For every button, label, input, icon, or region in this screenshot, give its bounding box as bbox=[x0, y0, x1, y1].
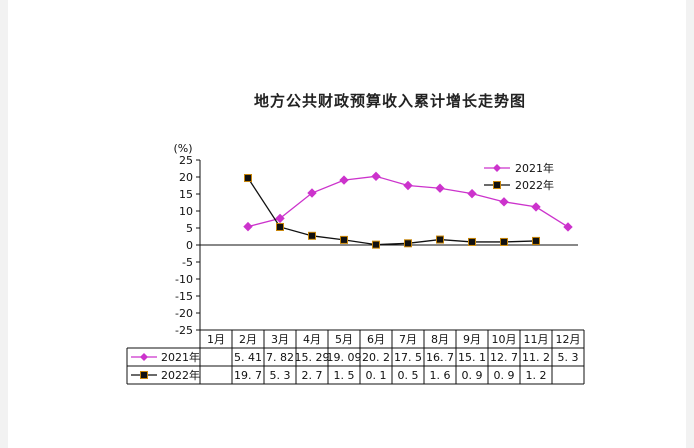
y-tick-label: 25 bbox=[179, 154, 193, 167]
series-2021-value-label: 11. 2 bbox=[522, 351, 550, 364]
series-2021-value-label: 5. 3 bbox=[558, 351, 579, 364]
x-category-label: 8月 bbox=[431, 333, 449, 346]
series-2022-point bbox=[404, 239, 412, 248]
series-2021-point bbox=[435, 183, 445, 193]
series-2021-point bbox=[275, 213, 285, 224]
series-2021-legend-label: 2021年 bbox=[515, 161, 554, 175]
x-category-label: 9月 bbox=[463, 333, 481, 346]
series-2021-value-label: 12. 7 bbox=[490, 351, 518, 364]
series-2022-legend-label: 2022年 bbox=[515, 178, 554, 192]
chart-title: 地方公共财政预算收入累计增长走势图 bbox=[254, 92, 526, 110]
series-2022-line bbox=[247, 177, 537, 246]
series-2021-point bbox=[307, 188, 317, 198]
series-2021-value-label: 16. 7 bbox=[426, 351, 454, 364]
y-tick-label: -25 bbox=[175, 324, 193, 337]
series-2021-point bbox=[563, 222, 573, 232]
x-category-label: 11月 bbox=[524, 333, 549, 346]
series-2021-value-label: 15. 29 bbox=[295, 351, 330, 364]
y-tick-label: 5 bbox=[186, 222, 193, 235]
series-2022-point bbox=[340, 235, 348, 244]
series-2021-point bbox=[371, 171, 381, 182]
series-2022-point bbox=[532, 236, 540, 245]
series-2021-point bbox=[467, 188, 477, 199]
y-tick-label: 20 bbox=[179, 171, 193, 184]
y-tick-label: -5 bbox=[182, 256, 193, 269]
x-category-label: 7月 bbox=[399, 333, 417, 346]
series-2021-value-label: 17. 5 bbox=[394, 351, 422, 364]
y-tick-label: 15 bbox=[179, 188, 193, 201]
x-category-label: 3月 bbox=[271, 333, 289, 346]
x-category-label: 5月 bbox=[335, 333, 353, 346]
series-2021-point bbox=[531, 202, 541, 212]
y-tick-label: -10 bbox=[175, 273, 193, 286]
series-2022-point bbox=[372, 240, 380, 249]
series-2021-table-name: 2021年 bbox=[161, 350, 200, 364]
series-2022-point bbox=[468, 237, 476, 246]
series-2022-value-label: 0. 1 bbox=[366, 369, 387, 382]
series-2022-value-label: 0. 9 bbox=[462, 369, 483, 382]
y-tick-label: 0 bbox=[186, 239, 193, 252]
series-2022-legend-marker bbox=[493, 181, 501, 189]
series-2022-value-label: 5. 3 bbox=[270, 369, 291, 382]
series-2021-legend-marker bbox=[493, 164, 501, 172]
right-page-edge bbox=[686, 0, 694, 448]
y-axis-unit: (%) bbox=[173, 142, 192, 155]
series-2021-value-label: 15. 1 bbox=[458, 351, 486, 364]
series-2021-point bbox=[339, 175, 349, 185]
series-2022-value-label: 2. 7 bbox=[302, 369, 323, 382]
x-category-label: 1月 bbox=[207, 333, 225, 346]
series-2021-value-label: 19. 09 bbox=[327, 351, 362, 364]
x-category-label: 12月 bbox=[556, 333, 581, 346]
series-2021-point bbox=[499, 197, 509, 207]
series-2022-point bbox=[436, 235, 444, 244]
plot-area: 25 20 15 10 5 0 -5 -10 -15 -20 -25 1月 2月 3月 4月 5月 6月 7月 8月… bbox=[126, 154, 585, 385]
series-2022-table-key-marker bbox=[140, 371, 148, 379]
series-2022-value-label: 1. 2 bbox=[526, 369, 547, 382]
y-tick-label: -15 bbox=[175, 290, 193, 303]
series-2021-point bbox=[243, 221, 253, 232]
x-category-label: 4月 bbox=[303, 333, 321, 346]
series-2022-point bbox=[308, 231, 316, 240]
series-2022-value-label: 19. 7 bbox=[234, 369, 262, 382]
y-tick-label: -20 bbox=[175, 307, 193, 320]
series-2022-value-label: 0. 5 bbox=[398, 369, 419, 382]
series-2021-table-key-marker bbox=[140, 353, 148, 361]
left-page-edge bbox=[0, 0, 8, 448]
series-2021-value-label: 20. 2 bbox=[362, 351, 390, 364]
y-tick-label: 10 bbox=[179, 205, 193, 218]
series-2022-value-label: 1. 5 bbox=[334, 369, 355, 382]
x-category-label: 6月 bbox=[367, 333, 385, 346]
series-2022-point bbox=[500, 237, 508, 246]
series-2022-value-label: 0. 9 bbox=[494, 369, 515, 382]
series-2021-value-label: 7. 82 bbox=[266, 351, 294, 364]
series-2022-table-name: 2022年 bbox=[161, 368, 200, 382]
series-2022-value-label: 1. 6 bbox=[430, 369, 451, 382]
x-category-label: 2月 bbox=[239, 333, 257, 346]
series-2022-point bbox=[244, 174, 252, 183]
series-2021-point bbox=[403, 180, 413, 191]
series-2022-point bbox=[276, 222, 284, 231]
x-category-label: 10月 bbox=[492, 333, 517, 346]
series-2021-value-label: 5. 41 bbox=[234, 351, 262, 364]
